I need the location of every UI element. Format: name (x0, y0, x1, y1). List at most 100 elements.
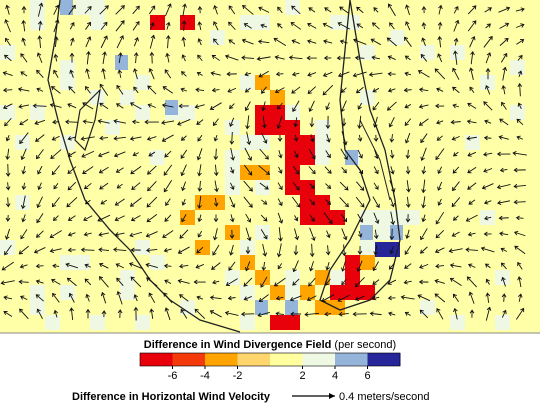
wind-arrow (469, 86, 475, 94)
colorbar-segment (140, 353, 173, 366)
wind-arrow (68, 86, 76, 94)
wind-arrow (3, 295, 13, 301)
wind-arrow (181, 214, 187, 223)
wind-arrow (227, 87, 237, 93)
cell (135, 75, 150, 90)
wind-arrow (309, 183, 315, 189)
wind-arrow (497, 200, 511, 206)
wind-arrow (436, 307, 444, 320)
wind-arrow (113, 247, 127, 253)
wind-arrow (116, 35, 124, 49)
wind-arrow (262, 243, 268, 257)
cell (225, 120, 240, 135)
wind-arrow (132, 152, 139, 157)
wind-arrow (291, 39, 300, 45)
wind-arrow (386, 37, 397, 47)
colorbar-segment (205, 353, 238, 366)
wind-arrow (357, 230, 363, 238)
wind-arrow (372, 279, 380, 285)
cell (180, 210, 195, 225)
cell (75, 0, 90, 15)
wind-arrow (355, 86, 364, 94)
wind-arrow (164, 69, 172, 79)
wind-arrow (468, 199, 476, 205)
wind-arrow (53, 36, 59, 47)
wind-arrow (53, 4, 60, 15)
wind-arrow (277, 134, 283, 142)
wind-arrow (67, 181, 77, 191)
wind-arrow (100, 291, 107, 304)
wind-arrow (417, 294, 431, 302)
wind-arrow (452, 293, 459, 302)
wind-arrow (484, 7, 492, 13)
wind-arrow (197, 134, 203, 142)
wind-arrow (276, 115, 283, 129)
wind-arrow (224, 310, 239, 316)
wind-arrow (65, 119, 79, 125)
wind-arrow (278, 150, 283, 159)
wind-arrow (131, 182, 141, 190)
wind-arrow (323, 55, 332, 61)
cell (90, 315, 105, 330)
wind-arrow (371, 55, 380, 61)
wind-arrow (85, 85, 91, 94)
wind-arrow (51, 165, 61, 176)
wind-arrow (130, 247, 141, 253)
wind-arrow (35, 294, 45, 302)
wind-arrow (19, 264, 28, 269)
wind-arrow (340, 87, 347, 93)
wind-arrow (306, 295, 317, 302)
wind-arrow (161, 134, 174, 142)
cell (315, 150, 330, 165)
wind-arrow (437, 53, 443, 63)
wind-arrow (435, 103, 445, 109)
wind-arrow (513, 183, 526, 189)
wind-arrow (387, 55, 396, 60)
wind-arrow (99, 5, 109, 15)
wind-arrow (483, 151, 493, 157)
wind-arrow (98, 247, 110, 253)
wind-arrow (241, 38, 254, 45)
wind-arrow (147, 181, 157, 192)
wind-arrow (341, 260, 346, 272)
wind-arrow (163, 164, 173, 176)
cell (255, 180, 270, 195)
wind-arrow (341, 279, 347, 286)
wind-arrow (165, 52, 170, 63)
wind-arrow (163, 263, 172, 269)
wind-arrow (261, 101, 266, 112)
wind-arrow (277, 263, 283, 270)
cell (255, 75, 270, 90)
cell (315, 210, 330, 225)
wind-arrow (500, 52, 508, 63)
wind-arrow (133, 306, 139, 321)
wind-arrow (214, 180, 219, 193)
wind-arrow (434, 279, 445, 284)
wind-arrow (100, 21, 108, 30)
wind-arrow (372, 101, 380, 111)
wind-arrow (149, 308, 155, 319)
wind-arrow (180, 87, 188, 93)
wind-arrow (228, 39, 236, 45)
wind-arrow (275, 311, 284, 317)
wind-arrow (132, 20, 140, 31)
cell (115, 55, 128, 70)
wind-arrow (373, 7, 379, 13)
cell (375, 225, 390, 240)
wind-arrow (85, 308, 91, 319)
cell (465, 135, 480, 150)
cell (255, 270, 270, 285)
wind-arrow (451, 135, 460, 141)
wind-arrow (485, 278, 490, 285)
wind-arrow (117, 69, 123, 78)
wind-arrow (339, 181, 349, 191)
wind-arrow (452, 181, 460, 192)
wind-arrow (179, 294, 189, 302)
wind-arrow (496, 184, 511, 190)
cell (300, 195, 315, 210)
wind-arrow (68, 4, 76, 15)
cell (135, 315, 150, 330)
wind-arrow (20, 229, 28, 240)
cell (210, 30, 225, 45)
wind-arrow (245, 246, 251, 255)
